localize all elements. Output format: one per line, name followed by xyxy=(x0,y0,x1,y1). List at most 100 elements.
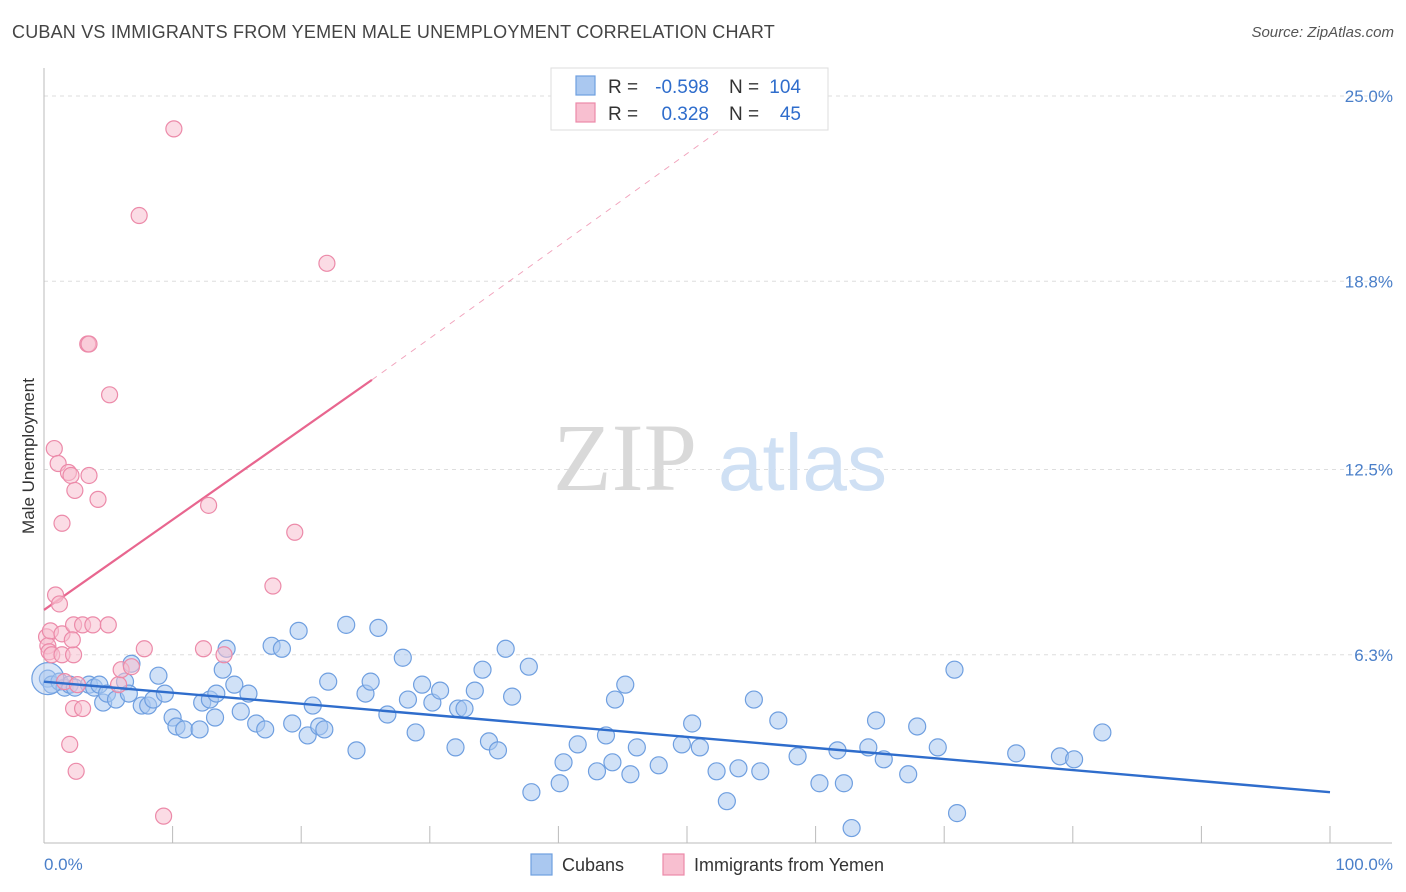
cubans-point-73 xyxy=(605,690,625,709)
x-tick-label-0: 0.0% xyxy=(44,855,83,874)
yemen-point-41 xyxy=(264,577,282,595)
cubans-point-37 xyxy=(283,714,302,733)
cubans-trend-line xyxy=(43,680,1331,794)
cubans-point-49 xyxy=(378,705,397,724)
cubans-trend-solid xyxy=(43,680,1331,794)
cubans-point-59 xyxy=(465,681,484,700)
legend-n-value-2: 45 xyxy=(780,104,801,125)
legend-bottom: Cubans Immigrants from Yemen xyxy=(530,853,884,876)
cubans-point-79 xyxy=(683,714,702,733)
axes xyxy=(43,68,1392,844)
cubans-point-97 xyxy=(928,738,947,757)
legend-n-label-1: N = xyxy=(729,77,759,98)
yemen-point-31 xyxy=(109,676,128,694)
cubans-point-45 xyxy=(347,741,366,760)
y-axis-label: Male Unemployment xyxy=(19,378,38,534)
y-tick-label-2: 18.8% xyxy=(1345,272,1393,291)
source-label: Source: ZipAtlas.com xyxy=(1251,24,1394,41)
yemen-trend-solid xyxy=(43,378,373,611)
yemen-point-42 xyxy=(286,523,304,541)
yemen-point-34 xyxy=(130,206,148,225)
yemen-point-37 xyxy=(165,120,183,138)
yemen-point-18 xyxy=(63,631,81,649)
bottom-swatch-yemen xyxy=(662,853,685,876)
yemen-point-21 xyxy=(67,762,85,780)
cubans-point-85 xyxy=(751,762,770,781)
bottom-legend-cubans: Cubans xyxy=(562,855,624,875)
cubans-point-31 xyxy=(231,702,250,721)
cubans-point-36 xyxy=(272,639,292,658)
yemen-point-26 xyxy=(80,466,98,485)
cubans-point-76 xyxy=(627,738,646,757)
y-tick-label-1: 12.5% xyxy=(1345,461,1393,480)
cubans-point-70 xyxy=(587,762,607,781)
legend-r-label-2: R = xyxy=(608,104,638,125)
yemen-point-39 xyxy=(200,496,218,514)
cubans-point-38 xyxy=(289,621,308,640)
yemen-point-36 xyxy=(154,807,173,825)
cubans-point-74 xyxy=(616,675,635,694)
yemen-point-16 xyxy=(64,646,83,664)
cubans-point-47 xyxy=(361,672,380,691)
legend-top: R = -0.598 N = 104 R = 0.328 N = 45 xyxy=(550,67,829,131)
cubans-point-93 xyxy=(866,711,886,730)
chart-title: CUBAN VS IMMIGRANTS FROM YEMEN MALE UNEM… xyxy=(12,22,775,42)
legend-r-value-2: 0.328 xyxy=(661,104,709,125)
yemen-point-30 xyxy=(100,386,119,404)
yemen-trend-dashed xyxy=(371,125,726,381)
cubans-point-88 xyxy=(810,774,829,793)
cubans-point-62 xyxy=(488,741,508,760)
cubans-point-42 xyxy=(315,720,334,739)
legend-swatch-yemen xyxy=(575,102,596,123)
cubans-point-69 xyxy=(568,735,587,754)
cubans-point-75 xyxy=(621,765,640,784)
cubans-point-99 xyxy=(947,804,967,823)
cubans-point-90 xyxy=(834,774,853,793)
cubans-point-98 xyxy=(945,660,964,679)
cubans-point-82 xyxy=(717,792,736,811)
watermark-atlas: atlas xyxy=(718,418,887,507)
cubans-point-80 xyxy=(690,738,709,757)
yemen-point-5 xyxy=(45,439,63,458)
yemen-point-27 xyxy=(84,616,102,634)
yemen-point-8 xyxy=(50,595,69,613)
cubans-point-53 xyxy=(412,675,432,694)
yemen-point-14 xyxy=(61,735,79,753)
y-tick-label-0: 6.3% xyxy=(1354,646,1393,665)
cubans-point-18 xyxy=(149,666,168,685)
cubans-point-26 xyxy=(205,708,225,727)
yemen-point-25 xyxy=(80,335,98,353)
cubans-point-95 xyxy=(899,765,918,784)
cubans-point-84 xyxy=(744,690,763,709)
yemen-point-15 xyxy=(62,466,80,485)
yemen-point-35 xyxy=(135,640,153,658)
yemen-point-40 xyxy=(215,646,233,664)
cubans-point-67 xyxy=(550,774,569,793)
watermark-zip: ZIP xyxy=(553,404,697,511)
cubans-point-23 xyxy=(190,720,209,739)
cubans-point-65 xyxy=(519,657,538,676)
cubans-point-81 xyxy=(707,762,726,781)
cubans-point-56 xyxy=(446,738,465,757)
cubans-point-64 xyxy=(503,687,522,706)
gridlines xyxy=(44,95,1392,656)
cubans-point-83 xyxy=(729,759,748,778)
cubans-point-52 xyxy=(406,723,425,742)
bottom-legend-yemen: Immigrants from Yemen xyxy=(694,855,884,875)
cubans-point-60 xyxy=(473,660,492,679)
cubans-point-100 xyxy=(1007,744,1026,763)
tick-labels: 6.3% 12.5% 18.8% 25.0% 0.0% 100.0% xyxy=(44,87,1393,874)
cubans-point-96 xyxy=(908,717,927,736)
cubans-point-34 xyxy=(256,720,275,739)
yemen-points xyxy=(37,120,336,825)
legend-swatch-cubans xyxy=(575,75,596,96)
yemen-point-28 xyxy=(89,490,107,508)
cubans-point-48 xyxy=(369,618,388,637)
yemen-point-23 xyxy=(73,699,92,718)
cubans-point-72 xyxy=(603,753,622,772)
cubans-point-55 xyxy=(430,681,450,700)
cubans-point-22 xyxy=(175,720,194,739)
yemen-point-20 xyxy=(66,481,84,500)
legend-r-value-1: -0.598 xyxy=(655,77,709,98)
cubans-point-91 xyxy=(842,818,861,838)
